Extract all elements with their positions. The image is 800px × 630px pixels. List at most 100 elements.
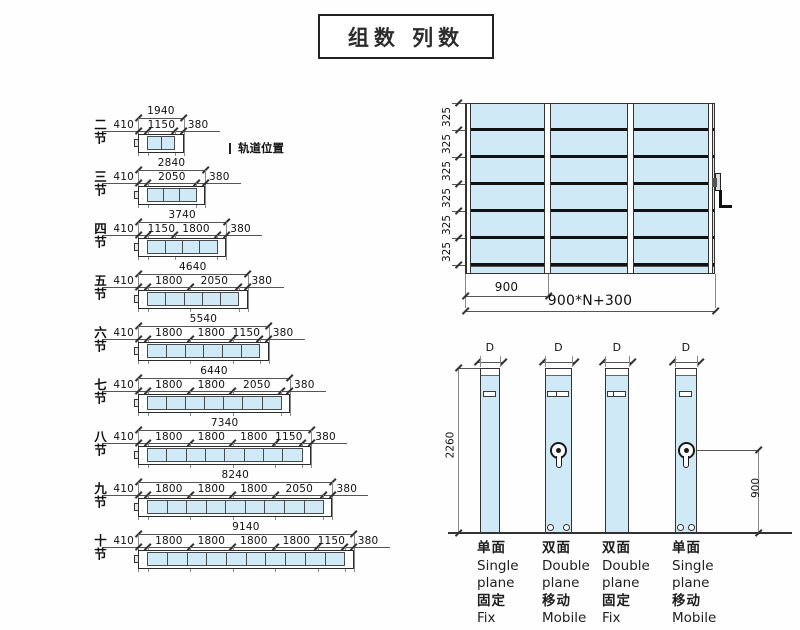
rail-end-handle-icon [134,502,139,511]
segment-dimension-value: 380 [209,170,230,183]
total-dimension-value: 5540 [189,313,218,325]
rail-bar-cell [206,448,226,462]
segment-dimension-value: 380 [272,326,294,339]
rail-bar-cell [147,136,162,150]
upright-caption-line: Mobile [542,610,587,626]
upright-post [544,104,551,273]
upright-post [627,104,634,273]
segment-dimension-value: 1800 [240,482,268,495]
extension-line [205,170,207,208]
page-title: 组数 列数 [318,14,494,59]
extension-line [480,356,481,367]
rail-bar-cell [187,552,208,566]
segment-dimension-value: 1800 [155,378,183,391]
row-height-dimension: 325 [440,238,454,265]
rail-end-handle-icon [134,294,139,303]
rail-bar-cells [147,500,325,514]
dimension-line [102,234,263,236]
segment-dimension-value: 1150 [275,430,303,443]
rail-bar [134,445,312,465]
dimension-line [672,361,700,363]
extension-line [183,118,185,156]
row-height-dimension: 325 [440,184,454,211]
segment-dimension-value: 410 [113,326,134,339]
dimension-line [102,390,326,392]
rail-bar-cell [325,552,346,566]
segment-dimension-value: 410 [113,274,134,287]
upright-caption-line: Fix [477,610,496,626]
shelf-row [466,131,714,158]
rail-bar [134,185,206,205]
total-dimension-value: 2840 [157,157,186,169]
upright-caption: 单面 Single plane 固定 Fix [477,540,541,628]
track-tick-icon [229,142,231,154]
row-height-dimension: 325 [440,157,454,184]
rail-bar-cell [166,344,186,358]
segment-dimension-value: 1800 [240,534,268,547]
rail-bar-cell [147,500,168,514]
rail-bar-cell [164,188,181,202]
shelf-row [466,212,714,239]
extension-line [629,356,630,367]
total-dimension-value: 8240 [221,469,249,481]
rail-bar-cells [147,292,240,306]
row-height-value: 325 [441,214,454,235]
shelf-row [466,104,714,131]
rail-bar-cell [265,500,285,514]
upright-caption-line: 移动 [542,592,571,609]
rail-bar-cell [227,552,247,566]
rail-row: 九节 8240 410 1800 1800 1800 2050 380 [88,470,436,522]
total-dimension-value: 1940 [147,105,175,117]
rail-end-handle-icon [134,138,139,147]
upright-caption-line: 单面 [477,540,506,556]
upright-caption-line: plane [602,575,640,591]
handle-slot-icon [678,391,692,397]
extension-line [548,274,549,296]
crank-stem-icon [555,456,562,468]
upright-caption-line: Mobile [672,610,717,626]
rail-row-label: 四节 [92,222,107,249]
crank-stem-icon [683,456,689,468]
upright-caption-line: plane [477,575,515,591]
handle-slot-icon [613,391,626,397]
extension-line [465,274,466,308]
dimension-tick-icon [711,307,719,315]
extension-line [675,356,676,367]
segment-dimension-value: 410 [113,170,134,183]
segment-dimension-value: 2050 [243,378,271,391]
dimension-line [697,450,758,451]
segment-dimension-value: 410 [113,378,134,391]
rail-bar-cell [185,344,205,358]
rail-row-label: 三节 [92,170,107,197]
rail-bar [134,289,248,309]
crank-wheel-hub-icon [556,447,561,453]
segment-dimension-value: 380 [251,274,273,287]
first-bay-dimension-value: 900 [494,280,519,294]
upright-caption-line: Single [477,557,519,574]
dimension-line [138,169,206,171]
segment-dimension-value: 1150 [232,326,261,339]
upright-caption-line: Double [602,557,650,574]
dimension-line [102,182,242,184]
rail-bar-cell [186,448,207,462]
rail-bar-cell [304,500,325,514]
dimension-line [458,368,480,369]
total-dimension-value: 4640 [178,261,207,273]
rail-bar [134,133,184,153]
rail-bar-cell [180,188,197,202]
upright-height-dimension: 2260 [442,430,458,460]
segment-dimension-value: 1800 [197,534,226,547]
dimension-line [102,442,348,444]
rail-bar-cell [200,240,218,254]
rail-bar-cells [147,344,261,358]
segment-dimension-value: 1150 [147,222,176,235]
total-width-dimension-value: 900*N+300 [547,293,633,309]
upright-caption-line: Double [542,557,590,574]
roller-wheel-icon [563,524,570,531]
dimension-line [477,361,503,363]
crank-height-value: 900 [750,477,763,499]
rail-end-handle-icon [134,190,139,199]
extension-line [758,450,759,533]
total-dimension-value: 3740 [168,209,196,221]
rail-bar-cell [147,292,167,306]
